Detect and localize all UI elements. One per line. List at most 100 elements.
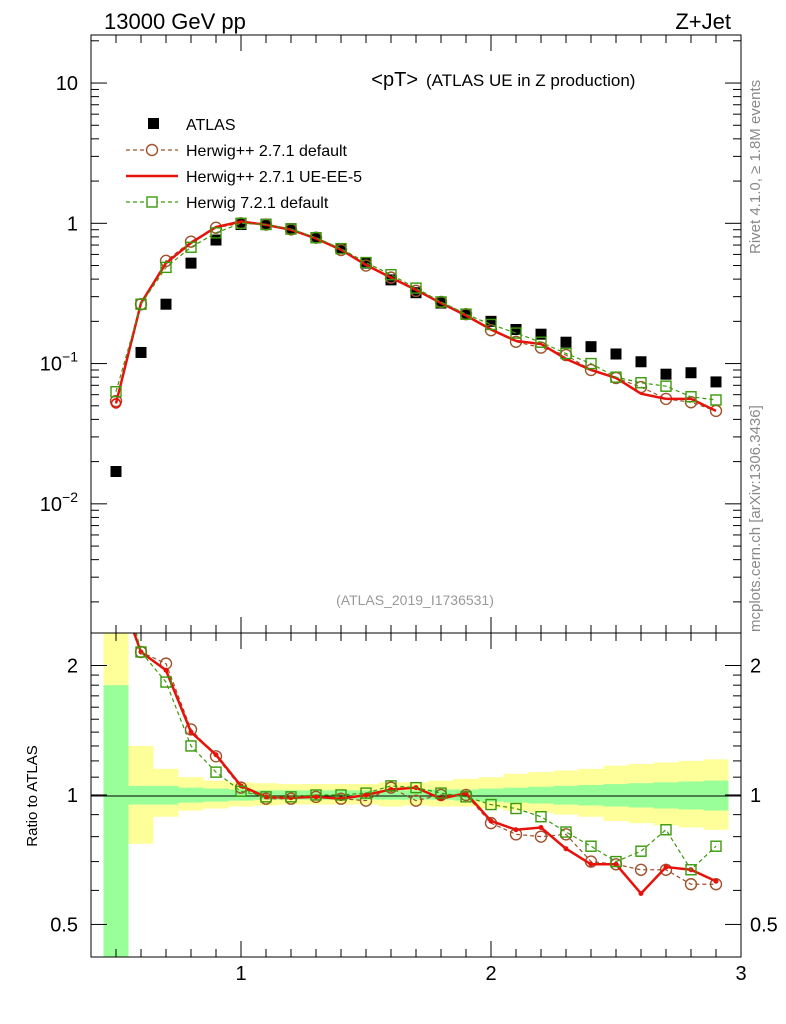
main-y-tick-label: 10−1	[40, 349, 78, 376]
mcplots-label: mcplots.cern.ch [arXiv:1306.3436]	[747, 405, 764, 632]
main-y-tick-label: 1	[67, 213, 78, 235]
legend-marker-herwig7-default	[146, 196, 158, 208]
main-point-herwig-7-2-1-default	[410, 282, 422, 294]
ratio-point-herwig-2-7-1-ue-ee-5	[213, 752, 219, 758]
main-y-tick-label: 10−2	[40, 489, 78, 516]
ratio-y-tick-label: 0.5	[50, 914, 78, 936]
ratio-point-herwig-2-7-1-ue-ee-5	[313, 794, 319, 800]
main-point-herwig-7-2-1-default	[185, 241, 197, 253]
ratio-y-tick-label-right: 2	[750, 655, 761, 677]
ratio-band-green	[578, 784, 604, 806]
ratio-band-green	[478, 788, 504, 802]
ratio-point-herwig-7-2-1-default	[560, 826, 572, 838]
ratio-point-herwig-7-2-1-default	[535, 811, 547, 823]
main-point-atlas	[535, 328, 547, 340]
main-point-atlas	[110, 466, 122, 478]
main-point-atlas	[485, 315, 497, 327]
main-chart-subtitle: (ATLAS UE in Z production)	[426, 71, 635, 90]
ratio-point-herwig-2-7-1-default	[409, 794, 423, 807]
ratio-point-herwig-2-7-1-default	[684, 878, 698, 891]
ratio-point-herwig-7-2-1-default	[660, 824, 672, 836]
legend-label-herwig7-default: Herwig 7.2.1 default	[186, 195, 329, 212]
x-tick-label: 2	[485, 963, 496, 985]
ratio-band-green	[653, 782, 679, 809]
ratio-point-herwig-2-7-1-ue-ee-5	[263, 794, 269, 800]
x-tick-label: 3	[735, 963, 746, 985]
rivet-label: Rivet 4.1.0, ≥ 1.8M events	[747, 80, 764, 254]
ratio-band-green	[678, 781, 704, 810]
main-point-herwig-7-2-1-default	[260, 218, 272, 231]
ratio-series-herwig-7-2-1-default	[135, 633, 722, 876]
main-point-herwig-2-7-1-ue-ee-5	[110, 398, 122, 409]
legend-label-atlas: ATLAS	[186, 117, 236, 134]
ratio-uncertainty-bands	[103, 633, 729, 957]
ratio-point-herwig-7-2-1-default	[510, 802, 522, 815]
ratio-band-green	[553, 785, 579, 805]
legend-entry-atlas: ATLAS	[148, 117, 236, 134]
legend-label-herwigpp-default: Herwig++ 2.7.1 default	[186, 143, 348, 160]
ratio-point-herwig-2-7-1-ue-ee-5	[163, 667, 169, 673]
main-plot-data	[109, 217, 723, 478]
main-point-atlas	[360, 257, 372, 269]
ratio-x-axis-ticks: 1 2 3	[90, 633, 747, 985]
ratio-point-herwig-2-7-1-default	[709, 878, 723, 891]
ratio-band-green	[128, 785, 154, 805]
main-point-herwig-2-7-1-default	[159, 254, 173, 268]
main-point-herwig-7-2-1-default	[235, 217, 247, 230]
main-series-herwig-7-2-1-default	[110, 217, 722, 406]
ratio-y-tick-label: 1	[67, 785, 78, 807]
main-point-herwig-7-2-1-default	[285, 223, 297, 235]
ratio-point-herwig-2-7-1-ue-ee-5	[363, 792, 369, 798]
legend-label-herwigpp-ueee5: Herwig++ 2.7.1 UE-EE-5	[186, 169, 362, 186]
ratio-band-green	[503, 787, 529, 803]
ratio-point-herwig-7-2-1-default	[460, 791, 472, 803]
legend: ATLAS Herwig++ 2.7.1 default Herwig++ 2.…	[126, 117, 362, 212]
analysis-id-label: (ATLAS_2019_I1736531)	[336, 592, 494, 608]
main-point-atlas	[685, 367, 697, 379]
main-point-herwig-7-2-1-default	[660, 380, 672, 392]
main-point-atlas	[710, 376, 722, 388]
ratio-y-tick-label-right: 0.5	[750, 914, 778, 936]
ratio-point-herwig-2-7-1-ue-ee-5	[488, 818, 494, 824]
ratio-band-green	[628, 783, 654, 808]
main-point-atlas	[160, 298, 172, 310]
main-point-atlas	[635, 356, 647, 368]
main-point-atlas	[585, 341, 597, 353]
ratio-plot-data	[132, 633, 723, 897]
main-point-atlas	[210, 234, 222, 246]
main-point-herwig-7-2-1-default	[685, 391, 697, 403]
x-tick-label: 1	[235, 963, 246, 985]
main-line-herwig-2-7-1-ue-ee-5	[114, 220, 717, 413]
main-point-herwig-7-2-1-default	[560, 347, 572, 360]
main-point-herwig-2-7-1-default	[109, 394, 123, 408]
ratio-point-herwig-7-2-1-default	[710, 840, 722, 852]
main-point-herwig-7-2-1-default	[210, 227, 222, 239]
ratio-band-green	[203, 788, 229, 802]
main-series-herwig-2-7-1-ue-ee-5	[110, 220, 717, 413]
ratio-point-herwig-2-7-1-ue-ee-5	[188, 729, 194, 735]
main-point-herwig-7-2-1-default	[510, 327, 522, 339]
header-energy-label: 13000 GeV pp	[104, 9, 246, 34]
ratio-point-herwig-7-2-1-default	[685, 864, 697, 876]
main-point-atlas	[610, 348, 622, 360]
ratio-point-herwig-2-7-1-default	[659, 863, 673, 876]
main-point-atlas	[185, 257, 197, 269]
ratio-point-herwig-2-7-1-default	[634, 863, 648, 876]
main-y-axis-ticks: 10−2 10−1 1 10	[40, 40, 741, 603]
ratio-band-green	[103, 685, 129, 957]
ratio-point-herwig-2-7-1-ue-ee-5	[588, 861, 594, 867]
ratio-point-herwig-2-7-1-ue-ee-5	[713, 878, 719, 884]
ratio-point-herwig-7-2-1-default	[160, 676, 172, 688]
main-line-herwig-2-7-1-default	[115, 222, 717, 412]
main-line-herwig-7-2-1-default	[115, 222, 717, 401]
ratio-point-herwig-7-2-1-default	[285, 791, 297, 803]
main-point-herwig-7-2-1-default	[335, 242, 347, 255]
ratio-line-herwig-2-7-1-default	[133, 633, 716, 885]
main-point-herwig-7-2-1-default	[435, 296, 447, 308]
ratio-y-axis-ticks: 0.5 0.5 1 1 2 2	[50, 655, 778, 936]
main-point-herwig-7-2-1-default	[360, 256, 372, 269]
main-point-atlas	[560, 336, 572, 348]
main-point-herwig-7-2-1-default	[585, 357, 597, 370]
ratio-point-herwig-7-2-1-default	[385, 780, 397, 792]
